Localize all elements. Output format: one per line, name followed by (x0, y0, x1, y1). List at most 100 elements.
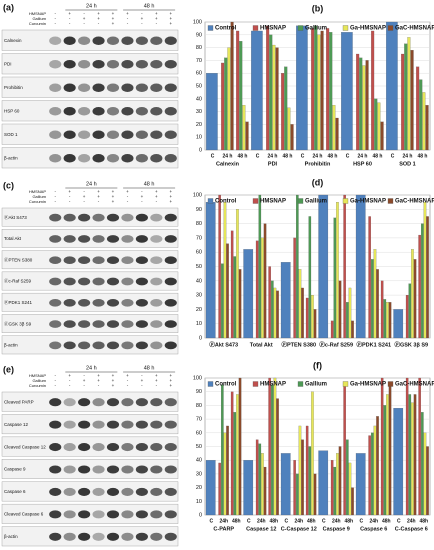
legend-swatch (207, 198, 214, 204)
bar (376, 269, 379, 339)
treatment-sign: - (54, 199, 56, 204)
treatment-sign: - (83, 11, 85, 16)
band (49, 443, 62, 452)
bar (271, 280, 274, 339)
band (78, 36, 91, 45)
bar (263, 466, 267, 516)
bar (411, 402, 414, 516)
bar (346, 302, 349, 339)
treatment-sign: + (112, 373, 115, 378)
bar (338, 280, 342, 339)
band (92, 36, 105, 45)
band (121, 443, 134, 452)
y-tick-label: 30 (196, 471, 202, 477)
band (63, 130, 76, 139)
band (135, 510, 148, 519)
time-label: 24 h (86, 3, 97, 9)
treatment-sign: - (83, 189, 85, 194)
band (49, 298, 62, 307)
treatment-sign: + (169, 378, 172, 383)
treatment-sign: + (83, 16, 86, 21)
band (135, 154, 148, 163)
treatment-sign: - (54, 194, 56, 199)
band (164, 83, 177, 92)
y-tick-label: 30 (196, 109, 202, 115)
bar (238, 269, 242, 339)
bar (380, 121, 384, 151)
band (92, 83, 105, 92)
bar (205, 202, 216, 339)
y-tick-label: 70 (196, 58, 202, 64)
band (106, 487, 120, 496)
band (135, 36, 148, 45)
treatment-sign: + (169, 373, 172, 378)
group-label: Caspase 9 (323, 526, 350, 532)
bar (330, 320, 334, 339)
band (135, 487, 148, 496)
band (135, 465, 148, 474)
treatment-sign: + (97, 378, 100, 383)
bar (383, 405, 387, 516)
legend-label: Control (215, 382, 237, 388)
legend-swatch (342, 25, 349, 31)
treatment-sign: + (141, 378, 144, 383)
bar (236, 30, 240, 151)
x-tick-label: C (322, 518, 326, 524)
x-tick-label: 48 h (417, 153, 427, 159)
bar (317, 34, 321, 151)
band (164, 420, 177, 429)
bar (296, 473, 299, 516)
band (92, 130, 105, 139)
band (49, 154, 62, 163)
x-tick-label: 24h (369, 518, 378, 524)
panel-label: (a) (3, 2, 14, 12)
blot-label: PDI (4, 61, 12, 66)
x-tick-label: 24 h (312, 153, 322, 159)
time-label: 48 h (144, 365, 155, 371)
band (121, 36, 134, 45)
band (78, 130, 91, 139)
treatment-sign: + (83, 378, 86, 383)
panel-label: (d) (312, 177, 324, 187)
bar (221, 384, 224, 516)
group-label: ⓟAkt S473 (209, 340, 238, 348)
bar (348, 462, 352, 516)
bar (326, 28, 330, 151)
bar (404, 43, 408, 151)
band (164, 341, 177, 350)
band (78, 487, 91, 496)
band (49, 532, 62, 541)
x-tick-label: 24 h (402, 153, 412, 159)
legend-swatch (252, 25, 259, 31)
legend-swatch (297, 198, 304, 204)
treatment-sign: + (141, 16, 144, 21)
band (150, 256, 163, 265)
blot-label: ⓟPDK1 S241 (4, 299, 33, 306)
bar (293, 237, 296, 339)
band (49, 420, 62, 429)
band (135, 213, 148, 222)
band (164, 60, 177, 69)
bar (333, 217, 337, 339)
band (78, 341, 91, 350)
bar (371, 30, 375, 151)
bar (376, 416, 379, 516)
bar (355, 194, 366, 339)
bar (261, 237, 264, 339)
treatment-sign: - (98, 21, 100, 26)
band (78, 443, 91, 452)
band (135, 298, 148, 307)
band (78, 398, 91, 407)
blot-strip (1, 123, 179, 145)
band (78, 213, 91, 222)
bar (336, 202, 339, 339)
legend-label: Gallium (305, 26, 327, 32)
band (121, 298, 134, 307)
x-tick-label: C (247, 518, 251, 524)
group-label: HSP 60 (353, 161, 372, 167)
bar (371, 259, 374, 339)
treatment-sign: + (112, 16, 115, 21)
bar (226, 243, 229, 339)
y-tick-label: 20 (196, 122, 202, 128)
blot-strip (1, 29, 179, 51)
